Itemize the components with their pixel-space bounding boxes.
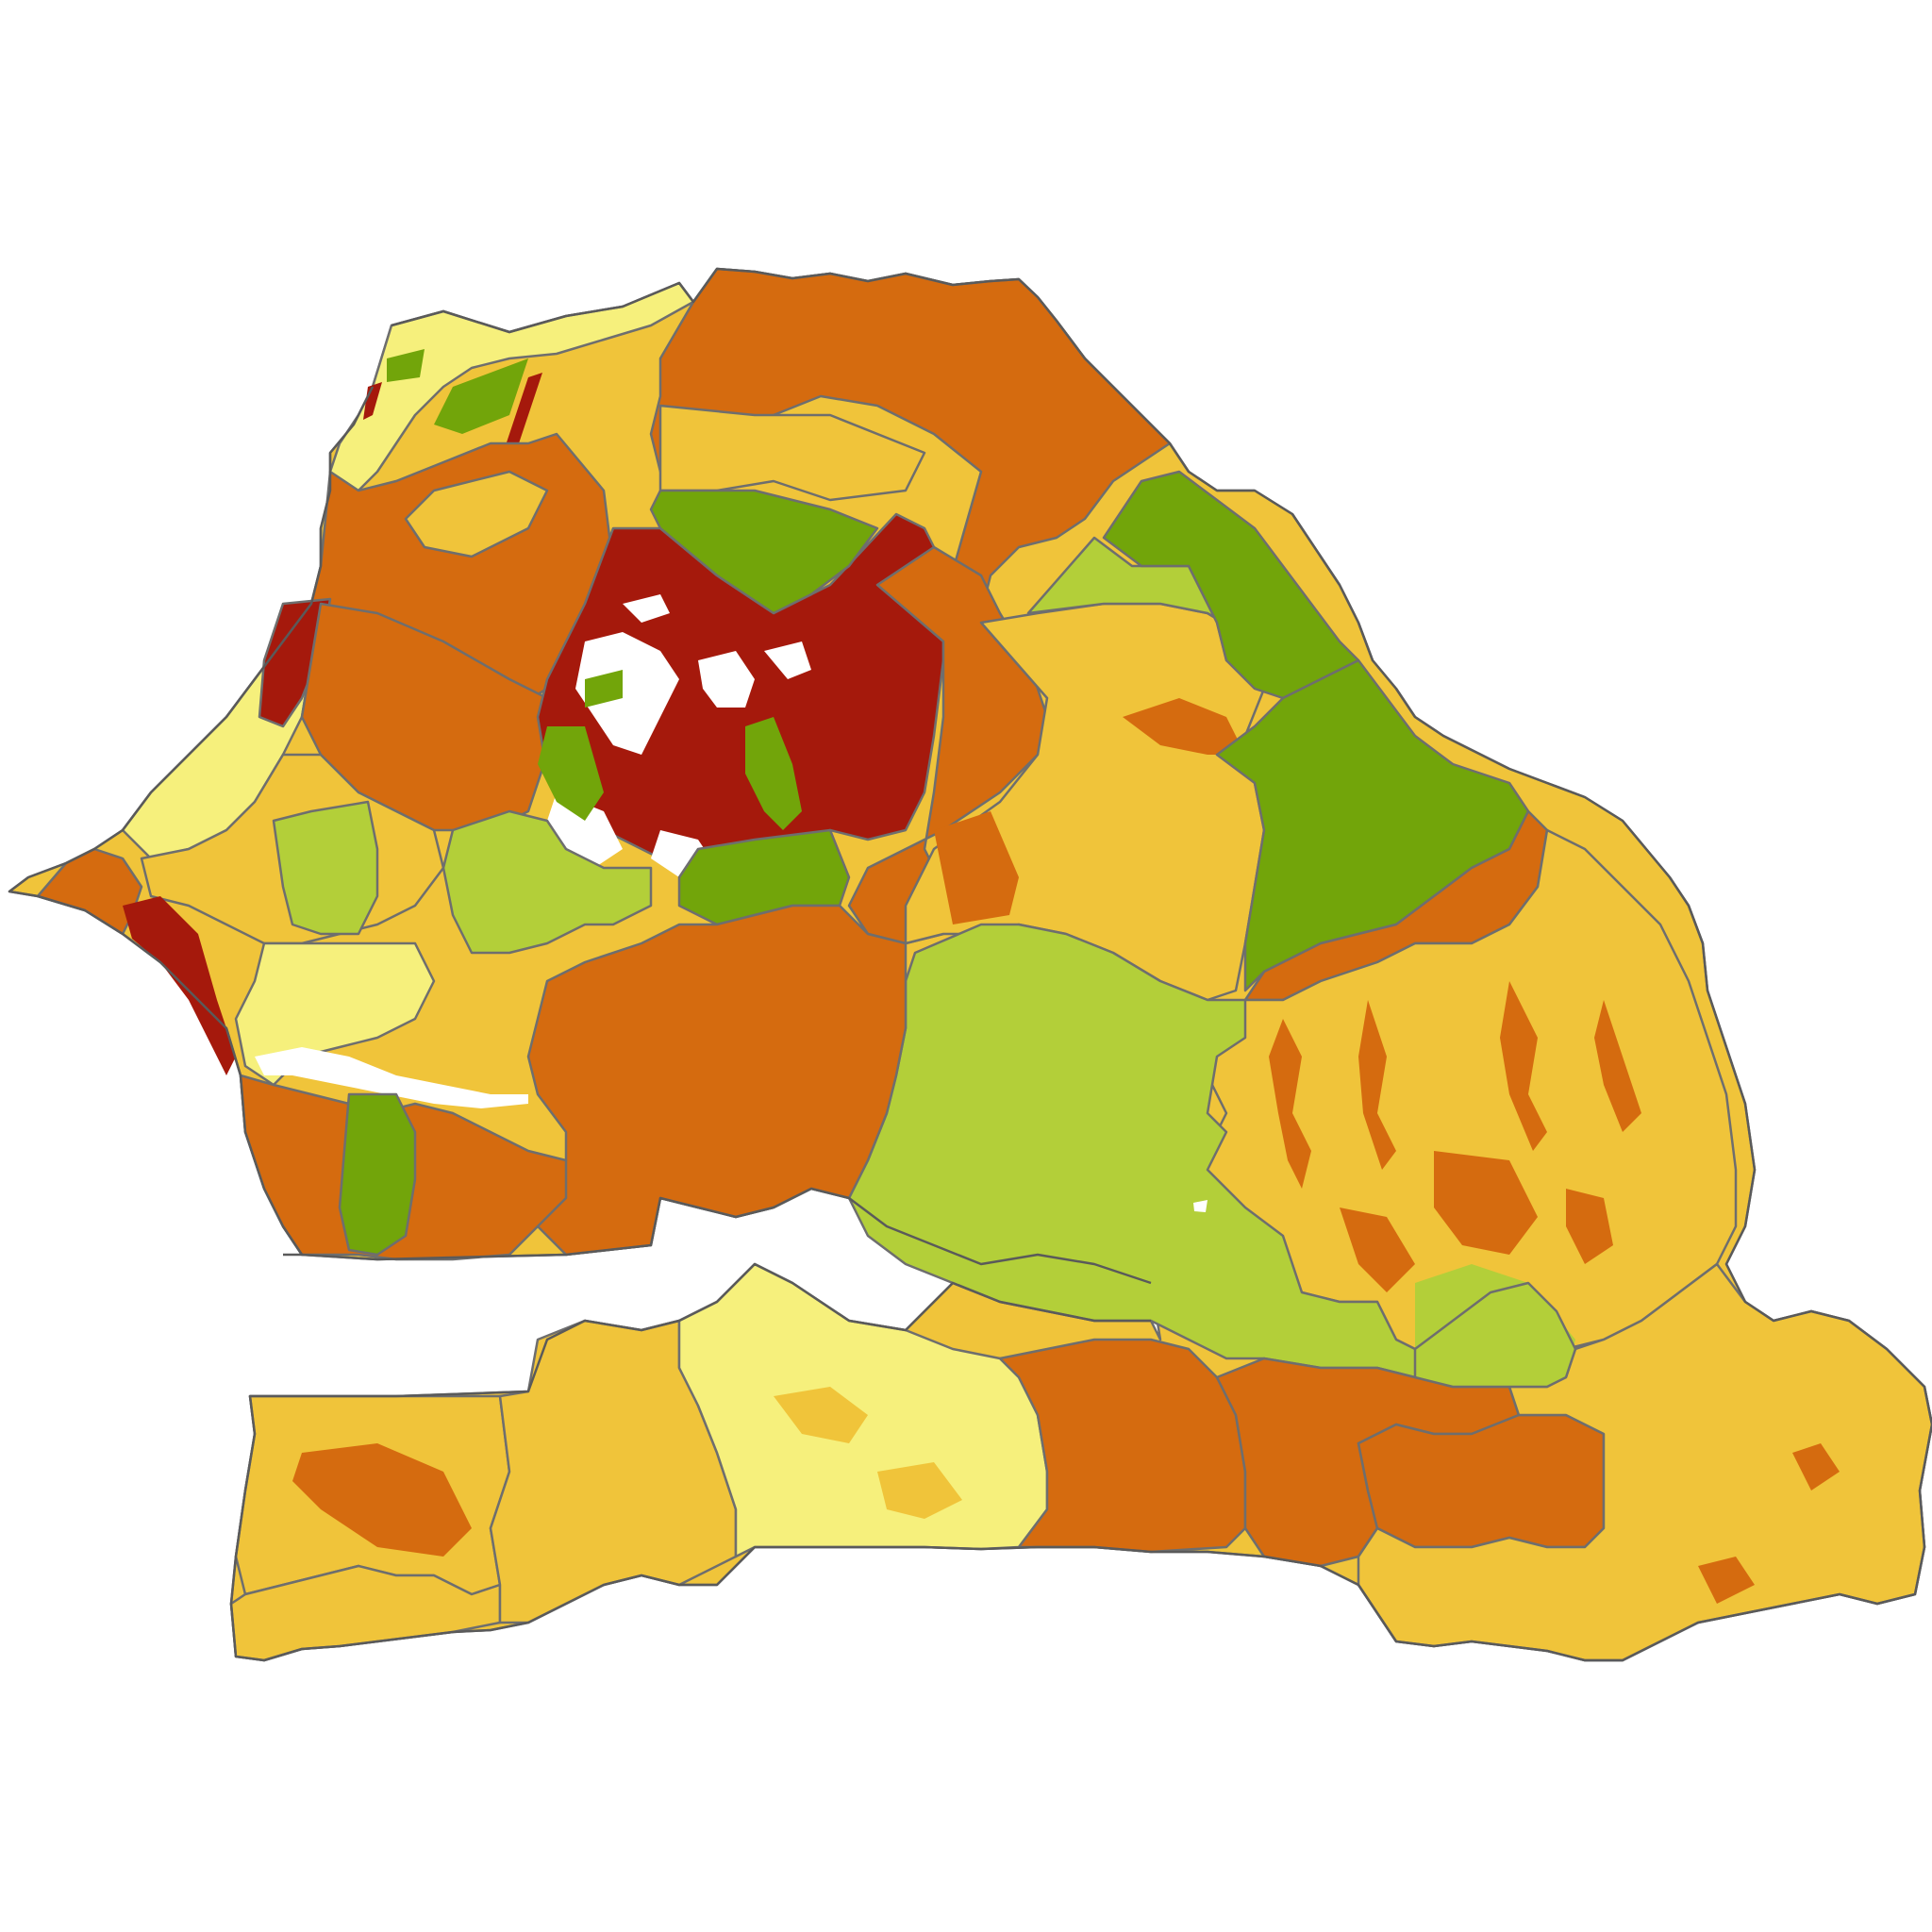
northwest-green-b <box>434 358 528 434</box>
central-green-north <box>649 489 879 615</box>
central-white-f <box>623 594 670 623</box>
southeast-streams-d <box>1500 981 1547 1151</box>
southeast-streams-g <box>1566 1189 1613 1264</box>
west-light-green-a <box>272 800 379 936</box>
southeast-streams-a <box>1269 1019 1311 1189</box>
faleme-light-green <box>1413 1281 1577 1389</box>
kedougou-orange-flecks-b <box>1698 1557 1755 1604</box>
central-green-mid-a <box>538 726 604 821</box>
central-white-a <box>575 632 679 755</box>
petite-cote-pale <box>234 941 436 1087</box>
cape-peninsula <box>36 847 143 936</box>
west-coast-border <box>8 386 375 1256</box>
central-light-green-white-spot <box>1193 1200 1208 1212</box>
tambacounda-south-orange <box>1357 1413 1606 1549</box>
casamance-pale-flecks <box>774 1387 868 1443</box>
west-light-green-b <box>441 809 653 955</box>
central-green-mid-b <box>745 717 802 830</box>
southeast-streams-e <box>1594 1000 1641 1132</box>
northwest-red-streak <box>505 373 542 448</box>
northwest-yellow-band <box>404 470 549 558</box>
southeast-streams-f <box>1340 1208 1415 1292</box>
saloum-green <box>338 1092 417 1257</box>
kedougou-orange-flecks <box>1792 1443 1840 1491</box>
casamance-east-orange <box>998 1338 1247 1554</box>
central-east-orange-wedge <box>1123 698 1245 755</box>
petite-cote-red <box>123 896 236 1075</box>
saloum-white-channels <box>255 1047 528 1108</box>
southeast-streams-b <box>1358 1000 1396 1170</box>
central-east-orange-wedge-b <box>934 811 1019 924</box>
central-white-b <box>698 651 755 708</box>
northwest-green-a <box>387 349 425 382</box>
southeast-streams-c <box>1434 1151 1538 1255</box>
north-country-border <box>229 267 1932 1662</box>
casamance-pale-flecks-b <box>877 1462 962 1519</box>
central-white-c <box>764 641 811 679</box>
gambia-north-border <box>283 1187 1152 1285</box>
northwest-red-streak-b <box>363 382 382 420</box>
central-green-small <box>585 670 623 708</box>
casamance-west-orange-blobs <box>292 1443 472 1557</box>
